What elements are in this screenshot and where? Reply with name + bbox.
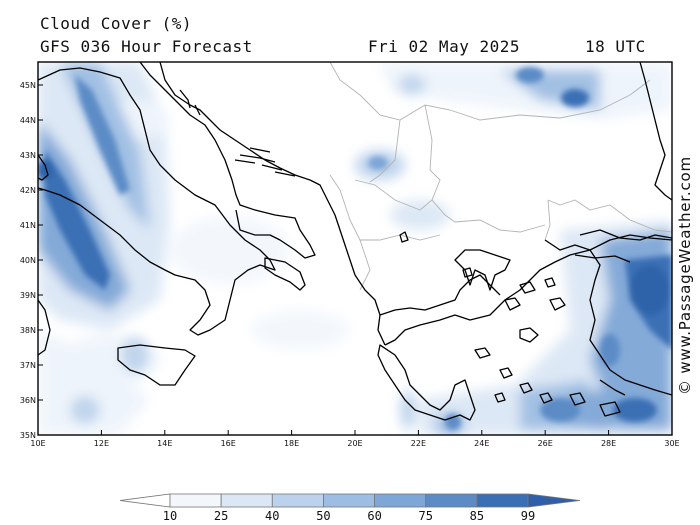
legend-swatch (476, 493, 529, 508)
lat-label: 39N (20, 291, 36, 300)
legend-swatch (374, 493, 427, 508)
lon-label: 16E (221, 439, 236, 448)
lon-label: 20E (347, 439, 362, 448)
map-title: Cloud Cover (%) (40, 14, 192, 33)
legend-tick-label: 40 (265, 509, 279, 523)
legend-swatch (220, 493, 273, 508)
lat-label: 36N (20, 396, 36, 405)
forecast-time: 18 UTC (585, 37, 646, 56)
lat-label: 35N (20, 431, 36, 440)
legend-tick-label: 75 (418, 509, 432, 523)
lat-label: 43N (20, 151, 36, 160)
legend-tick-label: 99 (521, 509, 535, 523)
lon-label: 30E (664, 439, 679, 448)
latitude-axis: 45N 44N 43N 42N 41N 40N 39N 38N 37N 36N 35N (20, 81, 43, 440)
forecast-date: Fri 02 May 2025 (368, 37, 520, 56)
country-borders (329, 62, 672, 291)
legend-swatch (169, 493, 222, 508)
lon-label: 26E (538, 439, 553, 448)
lat-label: 38N (20, 326, 36, 335)
legend-swatch (271, 493, 324, 508)
lon-label: 10E (30, 439, 45, 448)
lat-label: 44N (20, 116, 36, 125)
lat-label: 45N (20, 81, 36, 90)
legend-tick-label: 50 (316, 509, 330, 523)
legend-tick-label: 10 (163, 509, 177, 523)
credit-text: © www.PassageWeather.com (676, 156, 694, 395)
lon-label: 14E (157, 439, 172, 448)
legend-arrow-left (119, 493, 171, 508)
lat-label: 41N (20, 221, 36, 230)
lat-label: 40N (20, 256, 36, 265)
lat-label: 37N (20, 361, 36, 370)
legend-tick-label: 25 (214, 509, 228, 523)
legend-swatch (323, 493, 375, 508)
coastlines (38, 62, 672, 421)
legend-swatch (425, 493, 478, 508)
legend-tick-label: 60 (367, 509, 381, 523)
cloud-layer (38, 62, 672, 435)
lon-label: 18E (284, 439, 299, 448)
cloud-cover-legend: 10 25 40 50 60 75 85 99 (119, 493, 581, 523)
lon-label: 12E (94, 439, 109, 448)
lon-label: 22E (411, 439, 426, 448)
lon-label: 28E (601, 439, 616, 448)
lat-label: 42N (20, 186, 36, 195)
longitude-axis: 10E 12E 14E 16E 18E 20E 22E 24E 26E 28E 30E (30, 430, 680, 448)
legend-tick-label: 85 (470, 509, 484, 523)
lon-label: 24E (474, 439, 489, 448)
forecast-label: GFS 036 Hour Forecast (40, 37, 253, 56)
legend-arrow-right (527, 493, 581, 508)
